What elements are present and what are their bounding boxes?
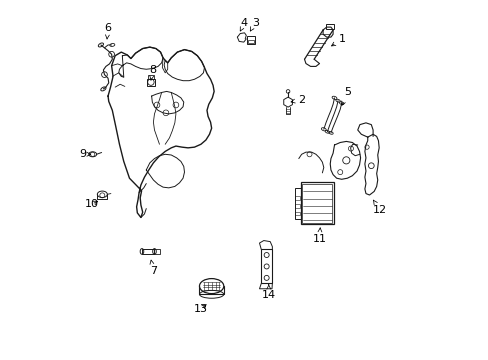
Text: 1: 1 xyxy=(331,34,346,46)
Text: 7: 7 xyxy=(149,260,157,276)
Text: 14: 14 xyxy=(261,284,275,300)
Bar xyxy=(248,40,254,43)
Text: 13: 13 xyxy=(194,304,207,314)
Text: 10: 10 xyxy=(84,199,99,209)
Text: 11: 11 xyxy=(312,228,326,244)
Text: 3: 3 xyxy=(250,18,258,31)
Bar xyxy=(302,184,332,223)
Bar xyxy=(294,188,300,219)
Bar xyxy=(325,23,333,28)
Bar xyxy=(295,196,299,200)
Text: 9: 9 xyxy=(80,149,91,159)
Text: 8: 8 xyxy=(149,65,156,81)
Text: 2: 2 xyxy=(290,95,305,105)
Text: 4: 4 xyxy=(240,18,247,31)
Text: 12: 12 xyxy=(372,200,386,215)
Text: 5: 5 xyxy=(341,87,351,105)
Bar xyxy=(261,249,272,283)
Bar xyxy=(295,204,299,207)
Bar xyxy=(295,212,299,215)
Text: 6: 6 xyxy=(104,23,111,39)
Bar xyxy=(247,36,255,44)
Bar xyxy=(300,182,333,224)
Bar xyxy=(154,249,160,253)
